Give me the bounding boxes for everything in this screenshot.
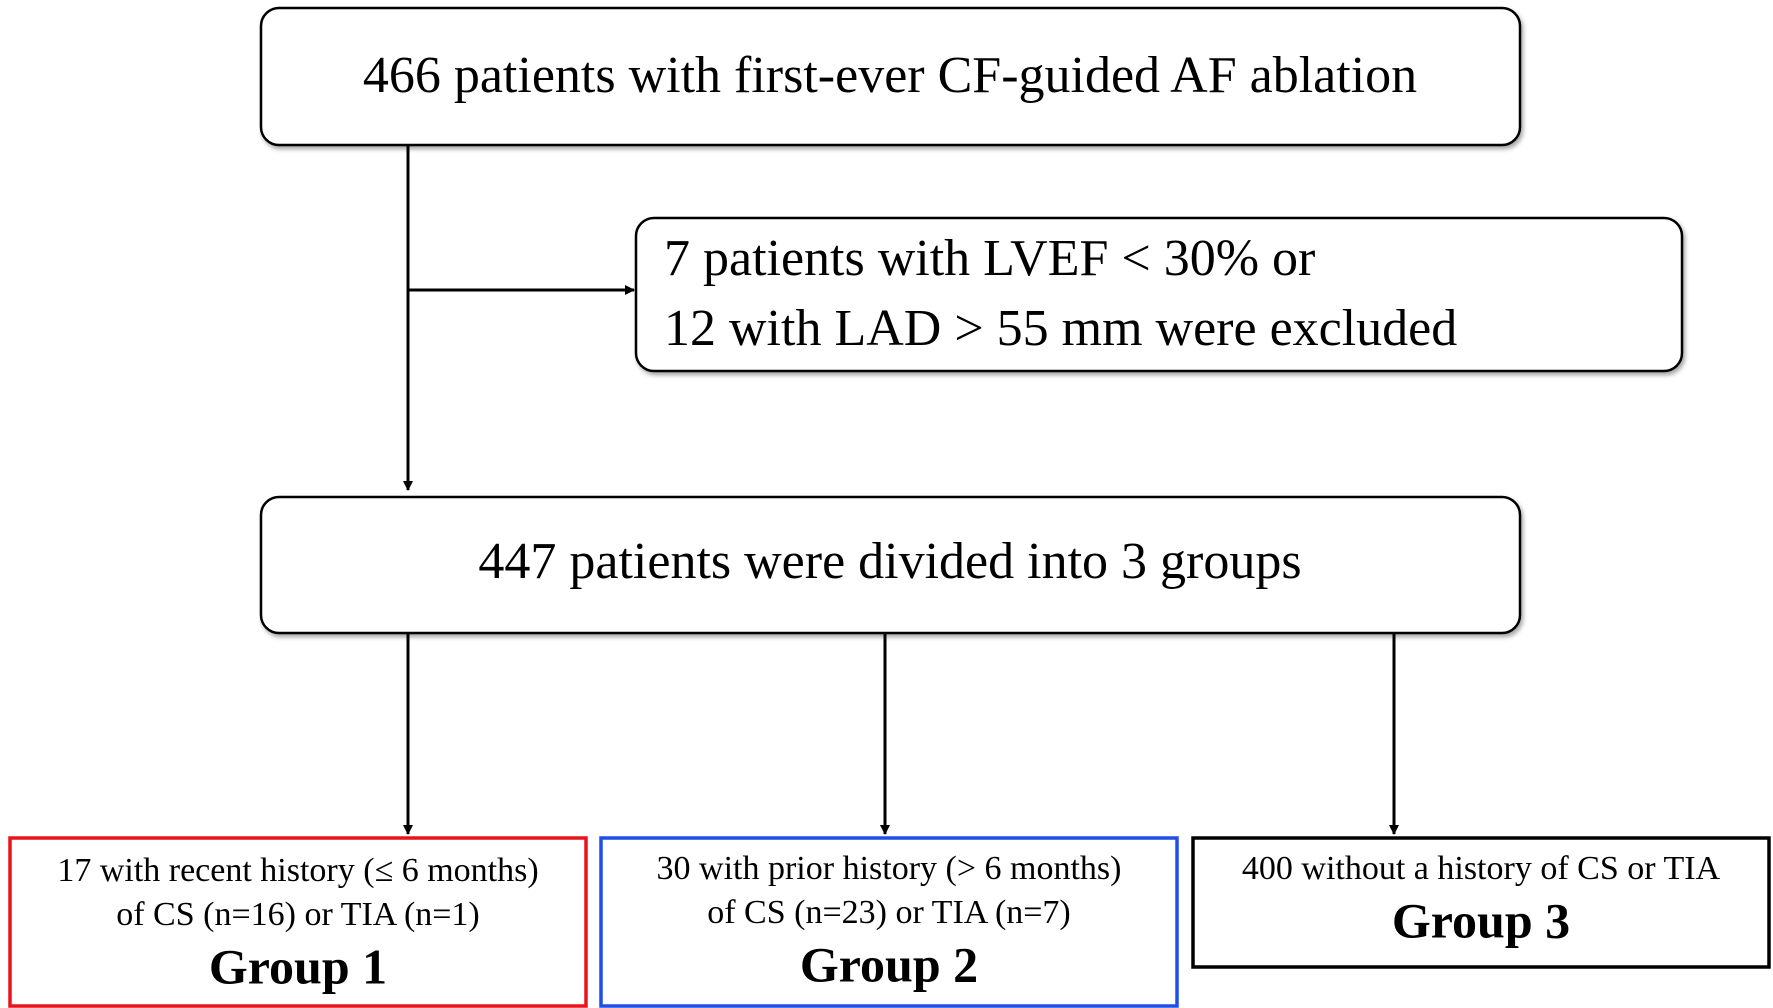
box bbox=[259, 6, 1522, 147]
group-label: Group 2 bbox=[800, 936, 978, 992]
node-text: 7 patients with LVEF < 30% or bbox=[664, 230, 1315, 287]
group-label: Group 1 bbox=[209, 938, 387, 994]
node-text: 17 with recent history (≤ 6 months) bbox=[57, 852, 538, 889]
node-text: of CS (n=16) or TIA (n=1) bbox=[116, 896, 480, 933]
node-text: 12 with LAD > 55 mm were excluded bbox=[664, 300, 1457, 357]
connectors bbox=[403, 145, 1399, 835]
node-text: 30 with prior history (> 6 months) bbox=[657, 850, 1122, 887]
box bbox=[259, 495, 1522, 635]
box bbox=[634, 216, 1684, 373]
node-text: 400 without a history of CS or TIA bbox=[1242, 850, 1721, 887]
node-text: of CS (n=23) or TIA (n=7) bbox=[707, 894, 1071, 931]
group-box bbox=[1191, 836, 1771, 969]
group-box bbox=[8, 836, 588, 1008]
group-box bbox=[599, 836, 1179, 1008]
node-text: 447 patients were divided into 3 groups bbox=[478, 533, 1301, 590]
node-text: 466 patients with first-ever CF-guided A… bbox=[363, 47, 1417, 104]
group-label: Group 3 bbox=[1392, 892, 1570, 948]
